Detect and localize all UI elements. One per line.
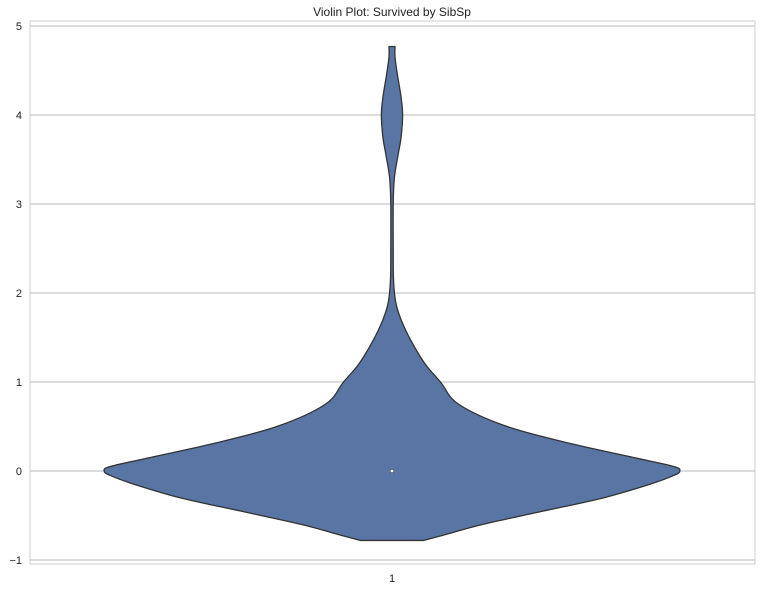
violin-layer [103, 45, 681, 542]
plot-frame [29, 20, 756, 565]
y-tick-label: −1 [9, 555, 22, 567]
y-tick-label: 2 [16, 288, 22, 300]
y-axis-ticks: −1 0 1 2 3 4 5 [9, 21, 22, 567]
x-axis-ticks: 1 [389, 573, 395, 585]
y-tick-label: 3 [16, 199, 22, 211]
x-tick-label: 1 [389, 573, 395, 585]
median-point [389, 468, 395, 474]
y-tick-label: 1 [16, 377, 22, 389]
violin-body [103, 45, 681, 542]
y-tick-label: 4 [16, 110, 22, 122]
chart-title: Violin Plot: Survived by SibSp [313, 5, 471, 19]
y-tick-label: 5 [16, 21, 22, 33]
y-tick-label: 0 [16, 466, 22, 478]
